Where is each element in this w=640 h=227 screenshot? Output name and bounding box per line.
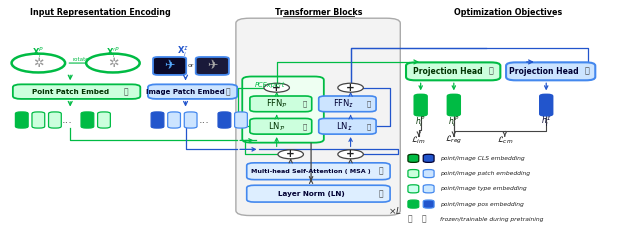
Text: 🔒: 🔒 [379, 189, 383, 198]
Text: ...: ... [198, 115, 209, 125]
Text: +: + [346, 83, 355, 93]
Text: +: + [286, 149, 295, 159]
FancyBboxPatch shape [148, 84, 237, 99]
Text: 🔒: 🔒 [226, 87, 230, 96]
Text: $h_i^{\prime P}$: $h_i^{\prime P}$ [448, 115, 460, 129]
Circle shape [12, 54, 65, 72]
FancyBboxPatch shape [236, 18, 400, 215]
FancyBboxPatch shape [250, 118, 312, 134]
Text: 🔓: 🔓 [422, 215, 427, 224]
FancyBboxPatch shape [447, 94, 460, 116]
FancyBboxPatch shape [423, 185, 434, 193]
FancyBboxPatch shape [81, 112, 94, 128]
FancyBboxPatch shape [540, 94, 552, 116]
Text: Transformer Blocks: Transformer Blocks [275, 8, 362, 17]
Text: or: or [188, 64, 194, 69]
Circle shape [338, 150, 364, 159]
Text: 🔓: 🔓 [303, 101, 307, 107]
Text: Image Patch Embed: Image Patch Embed [146, 89, 225, 95]
FancyBboxPatch shape [319, 96, 376, 112]
FancyBboxPatch shape [506, 62, 595, 80]
Text: 🔓: 🔓 [124, 87, 129, 96]
Text: Optimization Objectives: Optimization Objectives [454, 8, 562, 17]
Text: PCExpert: PCExpert [255, 82, 285, 88]
FancyBboxPatch shape [423, 154, 434, 162]
Text: 🔓: 🔓 [303, 123, 307, 130]
Circle shape [264, 83, 289, 92]
Text: $\mathrm{FFN}_\mathcal{I}$: $\mathrm{FFN}_\mathcal{I}$ [333, 98, 355, 110]
FancyBboxPatch shape [218, 112, 231, 128]
FancyBboxPatch shape [243, 76, 324, 143]
Text: $\times L$: $\times L$ [388, 205, 402, 216]
Text: $\mathrm{LN}_\mathcal{P}$: $\mathrm{LN}_\mathcal{P}$ [268, 120, 285, 133]
Text: Projection Head: Projection Head [509, 67, 579, 76]
Text: ✈: ✈ [207, 59, 218, 72]
FancyBboxPatch shape [246, 163, 390, 180]
Text: $\mathcal{L}_{cm}$: $\mathcal{L}_{cm}$ [497, 135, 513, 146]
Text: 🔓: 🔓 [489, 67, 494, 76]
FancyBboxPatch shape [408, 185, 419, 193]
FancyBboxPatch shape [235, 112, 247, 128]
Text: Projection Head: Projection Head [413, 67, 483, 76]
FancyBboxPatch shape [250, 96, 312, 112]
Circle shape [338, 83, 364, 92]
FancyBboxPatch shape [32, 112, 45, 128]
Text: $\mathcal{L}_{im}$: $\mathcal{L}_{im}$ [412, 135, 426, 146]
FancyBboxPatch shape [406, 62, 500, 80]
Text: 🔒: 🔒 [584, 67, 589, 76]
FancyBboxPatch shape [98, 112, 110, 128]
Text: ✈: ✈ [164, 59, 175, 72]
Text: $\mathbf{X}_i^{\mathcal{I}}$: $\mathbf{X}_i^{\mathcal{I}}$ [177, 45, 189, 59]
Text: Input Representation Encoding: Input Representation Encoding [30, 8, 170, 17]
FancyBboxPatch shape [319, 118, 376, 134]
Text: $\mathrm{FFN}_\mathcal{P}$: $\mathrm{FFN}_\mathcal{P}$ [266, 98, 288, 110]
FancyBboxPatch shape [184, 112, 197, 128]
Text: point/image pos embedding: point/image pos embedding [440, 202, 524, 207]
Text: point/image type embedding: point/image type embedding [440, 186, 527, 191]
Text: 🔒: 🔒 [367, 123, 371, 130]
Text: ✲: ✲ [108, 57, 118, 69]
FancyBboxPatch shape [423, 200, 434, 208]
Text: rotate: rotate [73, 57, 90, 62]
Text: $\mathbf{X}_i^P$: $\mathbf{X}_i^P$ [32, 45, 44, 60]
FancyBboxPatch shape [196, 57, 229, 75]
FancyBboxPatch shape [423, 170, 434, 178]
Circle shape [86, 54, 140, 72]
FancyBboxPatch shape [168, 112, 180, 128]
FancyBboxPatch shape [13, 84, 140, 99]
Text: $\mathbf{X}_i^{\prime P}$: $\mathbf{X}_i^{\prime P}$ [106, 45, 120, 60]
FancyBboxPatch shape [153, 57, 186, 75]
Text: frozen/trainable during pretraining: frozen/trainable during pretraining [440, 217, 543, 222]
Text: Layer Norm (LN): Layer Norm (LN) [278, 191, 344, 197]
FancyBboxPatch shape [246, 185, 390, 202]
Text: ...: ... [61, 115, 72, 125]
Text: 🔒: 🔒 [379, 167, 383, 176]
FancyBboxPatch shape [151, 112, 164, 128]
FancyBboxPatch shape [408, 170, 419, 178]
Text: ✲: ✲ [33, 57, 44, 69]
Text: +: + [272, 83, 281, 93]
Text: $\mathcal{L}_{reg}$: $\mathcal{L}_{reg}$ [445, 134, 463, 146]
Text: +: + [346, 149, 355, 159]
Text: $h_i^P$: $h_i^P$ [415, 115, 426, 129]
FancyBboxPatch shape [408, 154, 419, 162]
FancyBboxPatch shape [414, 94, 427, 116]
FancyBboxPatch shape [15, 112, 28, 128]
Text: point/image CLS embedding: point/image CLS embedding [440, 156, 524, 161]
FancyBboxPatch shape [408, 200, 419, 208]
Text: Multi-head Self-Attention ( MSA ): Multi-head Self-Attention ( MSA ) [252, 169, 371, 174]
FancyBboxPatch shape [49, 112, 61, 128]
Text: 🔒: 🔒 [367, 101, 371, 107]
Text: Point Patch Embed: Point Patch Embed [31, 89, 109, 95]
Text: point/image patch embedding: point/image patch embedding [440, 171, 530, 176]
Text: $h_i^{\mathcal{I}}$: $h_i^{\mathcal{I}}$ [541, 115, 552, 129]
Text: 🔒: 🔒 [408, 215, 413, 224]
Text: $\mathrm{LN}_\mathcal{I}$: $\mathrm{LN}_\mathcal{I}$ [336, 120, 353, 133]
Circle shape [278, 150, 303, 159]
